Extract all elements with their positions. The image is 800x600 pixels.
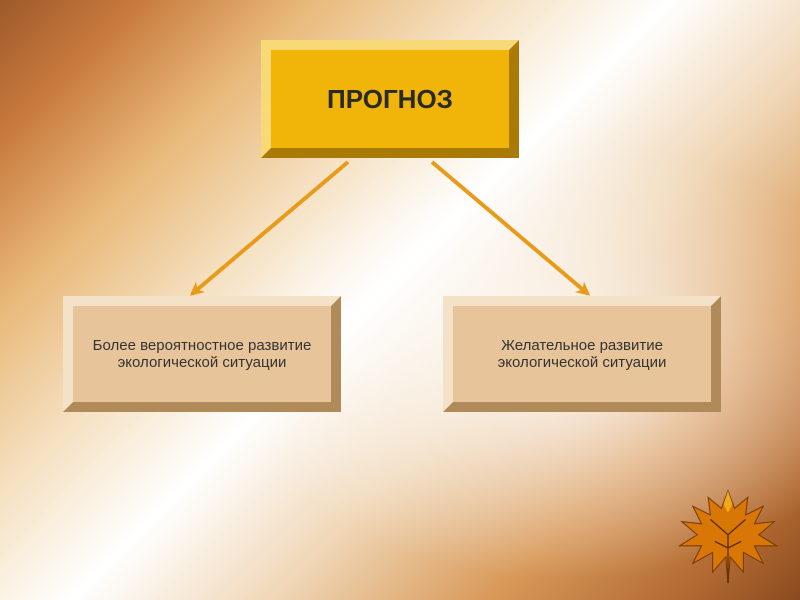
node-right-label: Желательное развитие экологической ситуа… <box>463 337 701 371</box>
node-root-label: ПРОГНОЗ <box>327 84 453 115</box>
node-left-label: Более вероятностное развитие экологическ… <box>83 337 321 371</box>
node-root: ПРОГНОЗ <box>261 40 519 158</box>
node-right: Желательное развитие экологической ситуа… <box>443 296 721 412</box>
maple-leaf-icon <box>668 482 788 592</box>
node-left: Более вероятностное развитие экологическ… <box>63 296 341 412</box>
